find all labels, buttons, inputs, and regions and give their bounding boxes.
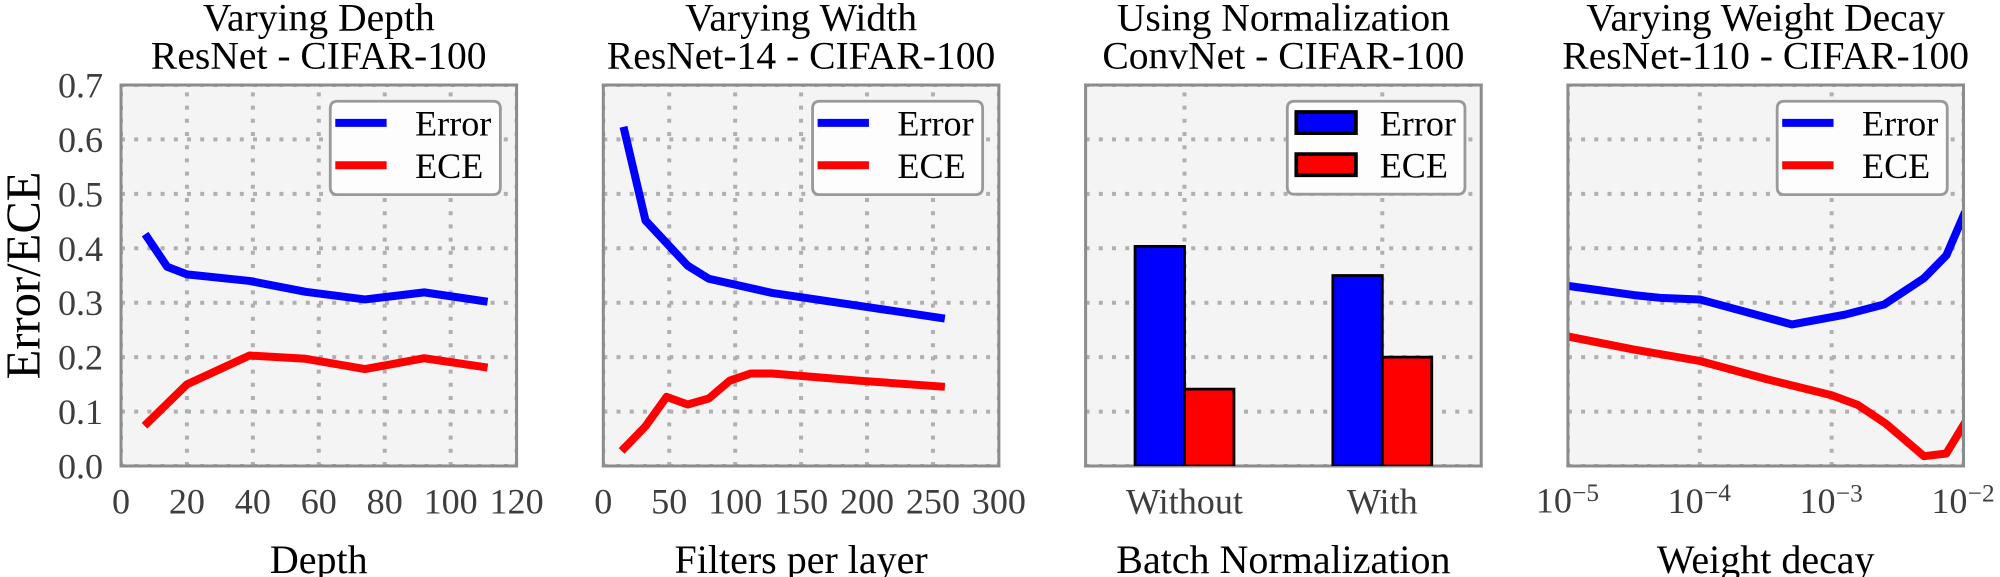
svg-text:20: 20 <box>169 482 205 522</box>
svg-text:Error/ECE: Error/ECE <box>0 172 50 380</box>
svg-text:Weight decay: Weight decay <box>1657 537 1875 577</box>
svg-text:ECE: ECE <box>897 146 965 186</box>
svg-text:80: 80 <box>367 482 403 522</box>
svg-text:Varying Weight Decay: Varying Weight Decay <box>1586 0 1945 40</box>
svg-text:1 0 −: 1 0 − 2 <box>1931 479 1994 521</box>
svg-text:1 0 −: 1 0 − 3 <box>1799 479 1862 521</box>
svg-text:120: 120 <box>490 482 544 522</box>
svg-text:ResNet-14 - CIFAR-100: ResNet-14 - CIFAR-100 <box>607 33 995 77</box>
svg-text:ConvNet - CIFAR-100: ConvNet - CIFAR-100 <box>1102 33 1464 77</box>
svg-text:Error: Error <box>897 104 973 144</box>
svg-text:Without: Without <box>1126 482 1243 522</box>
svg-text:0.6: 0.6 <box>58 120 103 160</box>
svg-text:200: 200 <box>840 482 894 522</box>
svg-text:0.0: 0.0 <box>58 447 103 487</box>
svg-text:ECE: ECE <box>415 146 483 186</box>
svg-text:Filters per layer: Filters per layer <box>675 537 928 577</box>
svg-text:0.7: 0.7 <box>58 66 103 106</box>
svg-text:With: With <box>1347 482 1418 522</box>
svg-text:40: 40 <box>235 482 271 522</box>
svg-text:0.4: 0.4 <box>58 229 103 269</box>
svg-text:0.5: 0.5 <box>58 174 103 214</box>
svg-text:60: 60 <box>301 482 337 522</box>
svg-text:ECE: ECE <box>1862 146 1930 186</box>
svg-text:Using Normalization: Using Normalization <box>1117 0 1450 40</box>
svg-text:50: 50 <box>651 482 687 522</box>
svg-text:ResNet-110 - CIFAR-100: ResNet-110 - CIFAR-100 <box>1562 33 1969 77</box>
svg-text:100: 100 <box>424 482 478 522</box>
svg-text:Varying Depth: Varying Depth <box>203 0 435 40</box>
svg-text:0: 0 <box>594 482 612 522</box>
svg-text:ResNet - CIFAR-100: ResNet - CIFAR-100 <box>151 33 487 77</box>
svg-text:0.1: 0.1 <box>58 392 103 432</box>
svg-text:300: 300 <box>972 482 1026 522</box>
svg-text:0.3: 0.3 <box>58 283 103 323</box>
svg-text:100: 100 <box>708 482 762 522</box>
svg-text:250: 250 <box>906 482 960 522</box>
svg-text:1 0 −: 1 0 − 5 <box>1536 479 1599 521</box>
svg-text:Depth: Depth <box>270 537 368 577</box>
svg-text:1 0 −: 1 0 − 4 <box>1668 479 1732 521</box>
svg-text:Error: Error <box>1862 104 1938 144</box>
svg-text:ECE: ECE <box>1380 145 1448 185</box>
svg-text:Varying Width: Varying Width <box>685 0 917 40</box>
svg-text:Error: Error <box>415 104 491 144</box>
svg-text:0.2: 0.2 <box>58 338 103 378</box>
svg-text:150: 150 <box>774 482 828 522</box>
svg-text:Error: Error <box>1380 103 1456 143</box>
svg-text:0: 0 <box>112 482 130 522</box>
svg-text:Batch Normalization: Batch Normalization <box>1116 537 1450 577</box>
